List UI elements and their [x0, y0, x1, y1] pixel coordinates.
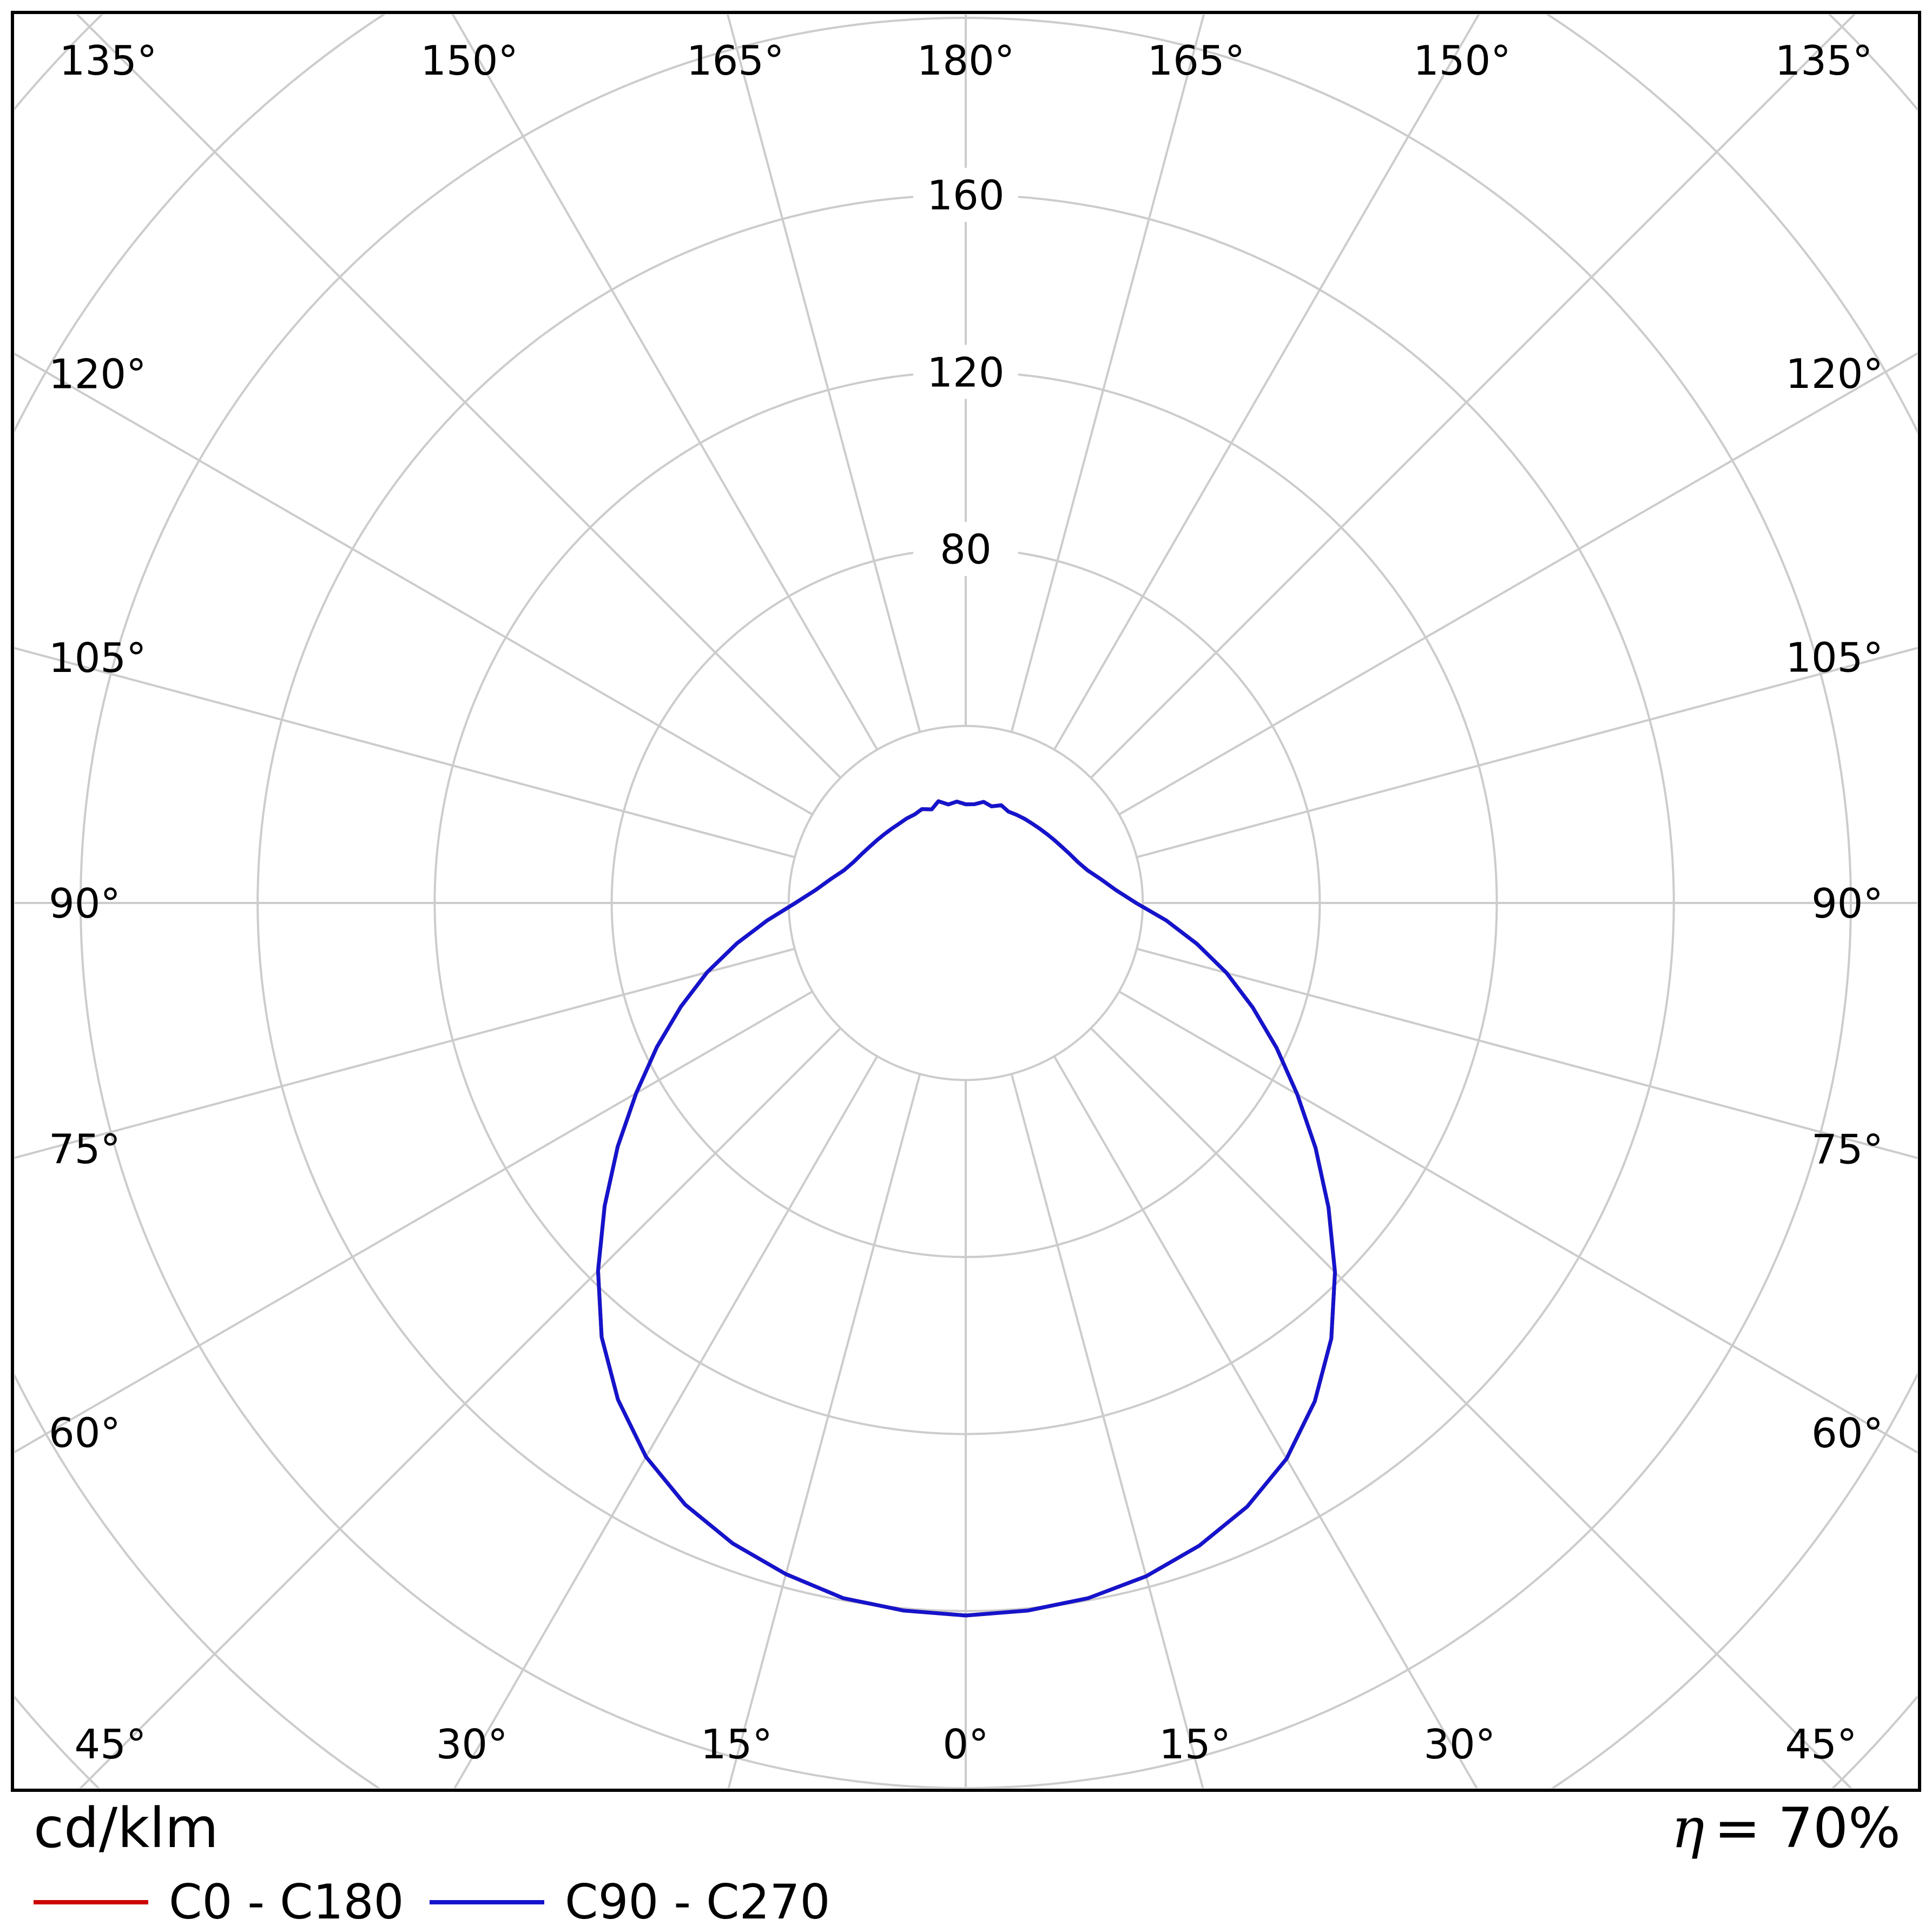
polar-chart-svg: 80 120 160 0° 15° 15° 30° 30° 45° 45° 60° 60° 75° 75°… — [11, 11, 1921, 1792]
legend-item-c0-c180: C0 - C180 — [34, 1875, 404, 1929]
radial-tick-label: 120 — [927, 348, 1004, 396]
efficiency-label: η = 70% — [1671, 1798, 1901, 1859]
grid-spoke — [1118, 352, 1917, 816]
grid-spoke — [726, 15, 921, 733]
grid-spoke — [15, 947, 795, 1159]
angle-label: 60° — [49, 1409, 121, 1457]
grid-spoke — [1053, 15, 1480, 750]
angle-label: 75° — [1811, 1125, 1883, 1173]
grid-spoke — [76, 15, 842, 779]
grid-spoke — [453, 1056, 879, 1788]
units-label: cd/klm — [34, 1796, 219, 1861]
angle-label: 30° — [1423, 1720, 1495, 1768]
efficiency-value: = 70% — [1714, 1796, 1901, 1861]
angle-label: 150° — [1413, 37, 1511, 84]
angle-label: 165° — [687, 37, 784, 84]
legend-label-c0-c180: C0 - C180 — [169, 1874, 404, 1930]
radial-label-bg — [913, 168, 1018, 222]
polar-chart-area: 80 120 160 0° 15° 15° 30° 30° 45° 45° 60° 60° 75° 75°… — [11, 11, 1921, 1792]
angle-label: 120° — [1785, 350, 1883, 398]
angle-label: 60° — [1811, 1409, 1883, 1457]
legend-line-c90-c270 — [430, 1900, 544, 1904]
angle-label: 105° — [49, 634, 147, 682]
polar-grid — [15, 15, 1917, 1788]
angle-label: 105° — [1785, 634, 1883, 682]
angle-label: 30° — [436, 1720, 508, 1768]
angle-label: 75° — [49, 1125, 121, 1173]
grid-spoke — [15, 647, 795, 859]
grid-spoke — [1136, 947, 1917, 1159]
grid-spoke — [1090, 1027, 1852, 1788]
angle-label: 45° — [75, 1720, 147, 1768]
angle-label: 120° — [49, 350, 147, 398]
angle-label: 15° — [701, 1720, 773, 1768]
angle-label: 15° — [1159, 1720, 1231, 1768]
legend: C0 - C180 C90 - C270 — [34, 1875, 1932, 1929]
grid-spoke — [79, 1027, 842, 1788]
grid-spoke — [15, 352, 813, 816]
radial-tick-label: 80 — [940, 526, 991, 573]
grid-spoke — [1136, 647, 1917, 859]
angle-label: 165° — [1147, 37, 1245, 84]
grid-spoke — [451, 15, 879, 750]
angle-label: 45° — [1785, 1720, 1857, 1768]
grid-spoke — [1010, 1073, 1204, 1788]
angle-label: 0° — [942, 1720, 988, 1768]
angle-label: 180° — [917, 37, 1015, 84]
grid-spoke — [1053, 1056, 1478, 1788]
angle-label: 90° — [49, 880, 121, 927]
grid-spoke — [1010, 15, 1205, 733]
radial-label-bg — [913, 345, 1018, 399]
grid-spoke — [727, 1073, 921, 1788]
angle-label: 135° — [60, 37, 157, 84]
curve-c90-c270 — [596, 799, 1337, 1618]
angle-label: 150° — [420, 37, 518, 84]
legend-line-c0-c180 — [34, 1900, 148, 1904]
legend-label-c90-c270: C90 - C270 — [565, 1874, 830, 1930]
eta-symbol: η — [1671, 1796, 1705, 1861]
grid-spoke — [1090, 15, 1856, 779]
radial-tick-label: 160 — [927, 172, 1004, 219]
angle-label: 90° — [1811, 880, 1883, 927]
legend-item-c90-c270: C90 - C270 — [430, 1875, 830, 1929]
angle-label: 135° — [1775, 37, 1873, 84]
radial-label-bg — [913, 522, 1018, 576]
